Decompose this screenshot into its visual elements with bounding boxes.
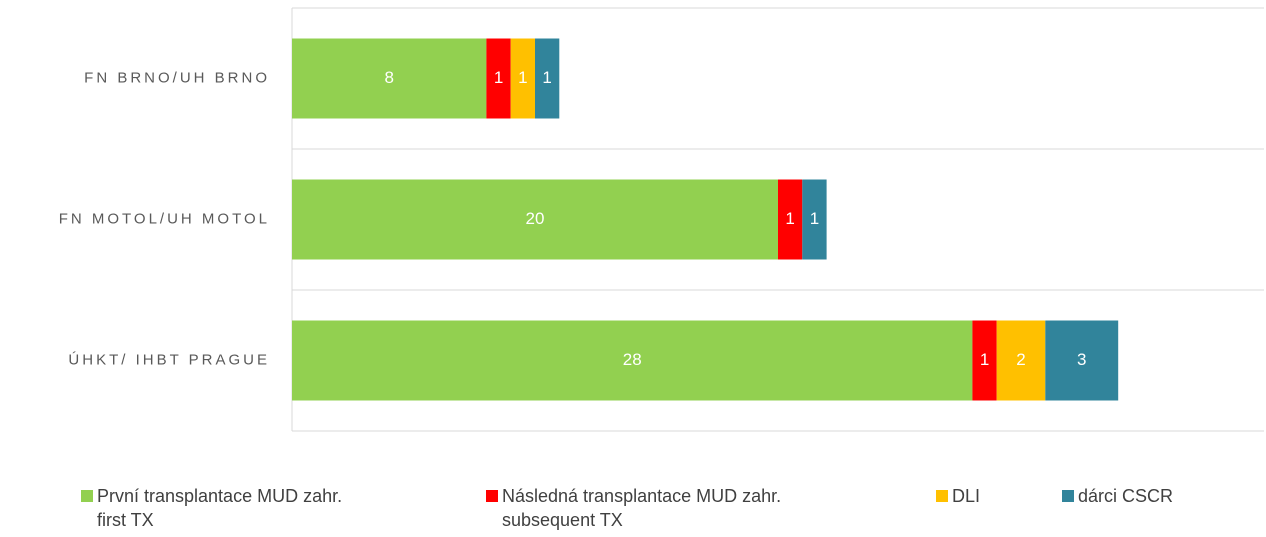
legend-item: První transplantace MUD zahr. first TX	[81, 484, 343, 532]
value-label: 20	[526, 209, 545, 228]
bar-segment	[486, 38, 511, 119]
legend-label: dárci CSCR	[1078, 486, 1174, 506]
y-tick-label: ÚHKT/ IHBT PRAGUE	[68, 351, 270, 368]
y-tick-label: FN BRNO/UH BRNO	[84, 69, 270, 86]
bar-segment	[778, 179, 803, 260]
value-label: 8	[384, 68, 393, 87]
value-label: 1	[785, 209, 794, 228]
bar-segment	[1045, 320, 1119, 401]
value-label: 1	[542, 68, 551, 87]
legend-swatch	[81, 490, 93, 502]
value-label: 28	[623, 350, 642, 369]
legend-item: Následná transplantace MUD zahr. subsequ…	[486, 484, 782, 532]
value-label: 1	[980, 350, 989, 369]
bar-segment	[535, 38, 560, 119]
legend: První transplantace MUD zahr. first TX Ná…	[0, 484, 1266, 537]
legend-swatch	[1062, 490, 1074, 502]
bar-segment	[802, 179, 827, 260]
legend-label: DLI	[952, 486, 981, 506]
bar-segment	[292, 320, 973, 401]
legend-item: DLI	[936, 484, 981, 508]
legend-label: První transplantace MUD zahr. first TX	[97, 486, 343, 530]
legend-swatch	[486, 490, 498, 502]
legend-swatch	[936, 490, 948, 502]
bar-segment	[510, 38, 535, 119]
value-label: 1	[810, 209, 819, 228]
value-label: 1	[494, 68, 503, 87]
bar-segment	[996, 320, 1046, 401]
value-label: 2	[1016, 350, 1025, 369]
legend-label: Následná transplantace MUD zahr. subsequ…	[502, 486, 782, 530]
y-tick-label: FN MOTOL/UH MOTOL	[59, 210, 270, 227]
legend-item: dárci CSCR	[1062, 484, 1174, 508]
value-label: 3	[1077, 350, 1086, 369]
bar-segment	[972, 320, 997, 401]
plot: FN BRNO/UH BRNO 8 1 1 1FN MOTOL/UH MOTOL 20 1 1…	[59, 7, 1264, 432]
bar-segment	[292, 179, 778, 260]
bar-segment	[292, 38, 487, 119]
value-label: 1	[518, 68, 527, 87]
